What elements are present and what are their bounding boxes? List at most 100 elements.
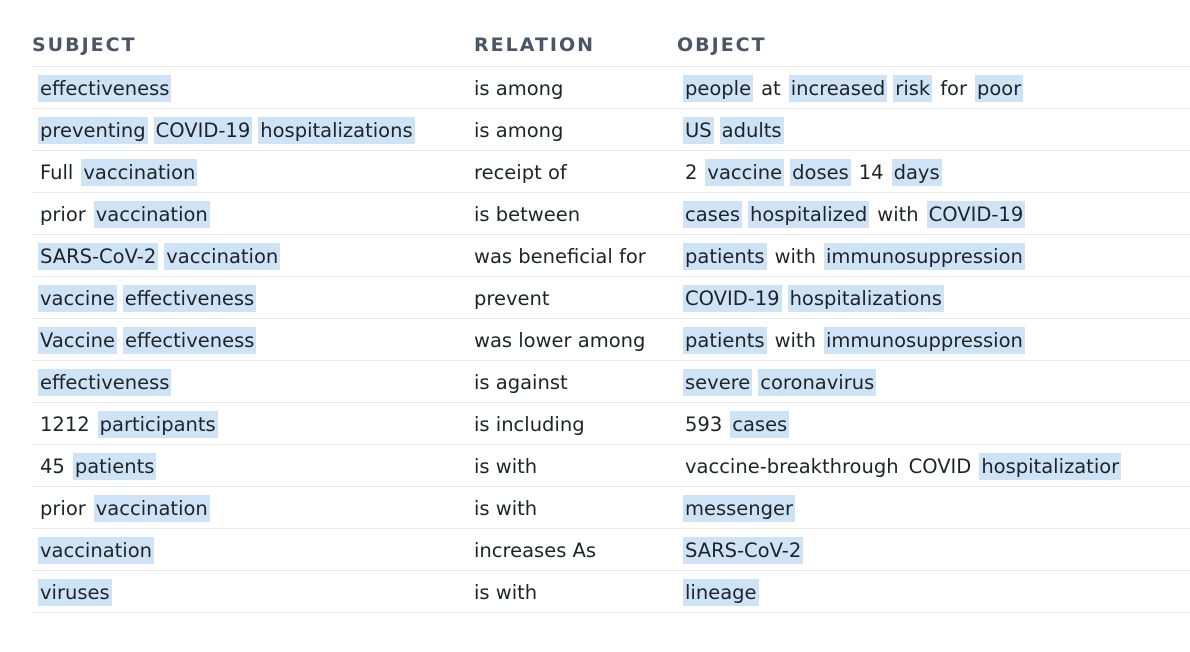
table-row: vaccination increases As SARS-CoV-2 [32,529,1190,571]
token: 14 [858,161,884,184]
highlighted-token: COVID-19 [683,285,782,312]
highlighted-token: viruses [38,579,112,606]
subject-cell: Vaccine effectiveness [38,327,257,354]
token: 45 [40,455,65,478]
relation-cell: is with [474,497,538,520]
token: with [774,245,816,268]
highlighted-token: US [683,117,714,144]
token: prior [40,497,86,520]
token: Full [40,161,74,184]
token: vaccine-breakthrough [685,455,899,478]
relation-cell: was beneficial for [474,245,646,268]
subject-cell: Full vaccination [38,159,198,186]
highlighted-token: vaccination [93,201,210,228]
object-cell: COVID-19 hospitalizations [683,285,944,312]
subject-cell: 1212 participants [38,411,218,438]
highlighted-token: cases [730,411,790,438]
table-row: preventing COVID-19 hospitalizations is amo… [32,109,1190,151]
highlighted-token: hospitalizations [787,285,944,312]
token: at [761,77,781,100]
table-row: viruses is with lineage [32,571,1190,613]
highlighted-token: doses [790,159,851,186]
highlighted-token: people [683,75,754,102]
highlighted-token: vaccination [164,243,281,270]
subject-cell: SARS-CoV-2 vaccination [38,243,281,270]
token: COVID [908,455,972,478]
highlighted-token: immunosuppression [823,327,1025,354]
highlighted-token: adults [719,117,784,144]
object-cell: SARS-CoV-2 [683,537,804,564]
subject-cell: prior vaccination [38,495,210,522]
token: prior [40,203,86,226]
highlighted-token: SARS-CoV-2 [683,537,804,564]
subject-cell: effectiveness [38,369,172,396]
highlighted-token: effectiveness [38,369,172,396]
highlighted-token: increased [788,75,888,102]
highlighted-token: hospitalized [748,201,870,228]
token: for [940,77,967,100]
highlighted-token: SARS-CoV-2 [38,243,159,270]
object-cell: patients with immunosuppression [683,243,1025,270]
triples-table: SUBJECT RELATION OBJECT effectiveness is … [32,26,1190,613]
highlighted-token: coronavirus [758,369,877,396]
subject-cell: vaccination [38,537,155,564]
highlighted-token: cases [683,201,742,228]
highlighted-token: participants [97,411,218,438]
object-cell: severe coronavirus [683,369,877,396]
relation-cell: is among [474,119,564,142]
relation-column-header: RELATION [474,34,596,56]
object-cell: people at increased risk for poor [683,75,1024,102]
relation-cell: is against [474,371,568,394]
table-row: 1212 participants is including 593 cases [32,403,1190,445]
subject-cell: preventing COVID-19 hospitalizations [38,117,415,144]
object-cell: vaccine-breakthrough COVID hospitalizatior [683,453,1122,480]
relation-cell: is with [474,455,538,478]
highlighted-token: effectiveness [122,285,257,312]
highlighted-token: vaccination [81,159,198,186]
highlighted-token: lineage [683,579,759,606]
highlighted-token: patients [72,453,157,480]
relation-cell: is including [474,413,585,436]
highlighted-token: messenger [683,495,796,522]
highlighted-token: vaccine [705,159,785,186]
subject-cell: effectiveness [38,75,172,102]
table-row: effectiveness is among people at increased ri… [32,67,1190,109]
highlighted-token: patients [683,243,767,270]
table-row: prior vaccination is between cases hospitali… [32,193,1190,235]
object-cell: 2 vaccine doses 14 days [683,159,942,186]
highlighted-token: risk [893,75,933,102]
subject-cell: prior vaccination [38,201,210,228]
relation-cell: receipt of [474,161,567,184]
table-row: effectiveness is against severe coronavirus [32,361,1190,403]
table-row: prior vaccination is with messenger [32,487,1190,529]
table-row: Vaccine effectiveness was lower among patie… [32,319,1190,361]
table-row: Full vaccination receipt of 2 vaccine doses 14… [32,151,1190,193]
highlighted-token: COVID-19 [153,117,253,144]
relation-cell: increases As [474,539,597,562]
object-cell: messenger [683,495,796,522]
object-cell: US adults [683,117,784,144]
table-row: vaccine effectiveness prevent COVID-19 hospi… [32,277,1190,319]
highlighted-token: preventing [38,117,148,144]
token: 2 [685,161,698,184]
relation-cell: prevent [474,287,550,310]
highlighted-token: vaccine [38,285,117,312]
highlighted-token: hospitalizations [258,117,415,144]
object-cell: 593 cases [683,411,790,438]
relation-cell: is between [474,203,581,226]
token: 593 [685,413,723,436]
highlighted-token: poor [975,75,1024,102]
token: 1212 [40,413,90,436]
token: with [774,329,816,352]
highlighted-token: vaccination [38,537,155,564]
object-cell: lineage [683,579,759,606]
highlighted-token: vaccination [93,495,210,522]
relation-cell: is among [474,77,564,100]
token: with [877,203,919,226]
highlighted-token: severe [683,369,753,396]
relation-cell: is with [474,581,538,604]
object-cell: cases hospitalized with COVID-19 [683,201,1026,228]
table-row: 45 patients is with vaccine-breakthrough COV… [32,445,1190,487]
subject-cell: vaccine effectiveness [38,285,257,312]
highlighted-token: Vaccine [38,327,117,354]
